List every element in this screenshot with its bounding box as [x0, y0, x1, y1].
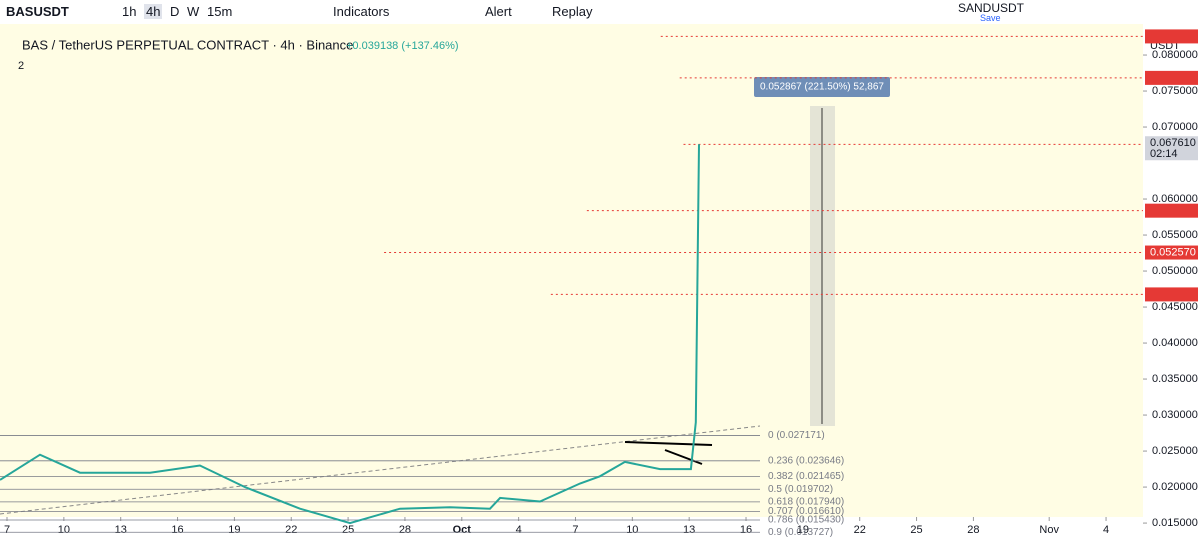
x-tick-label: Oct — [453, 524, 472, 536]
fib-label: 0.5 (0.019702) — [768, 484, 833, 495]
x-tick-label: 19 — [797, 524, 809, 536]
level-label: 0.052570 — [1150, 246, 1196, 258]
x-tick-label: 16 — [740, 524, 752, 536]
interval[interactable]: 4h — [144, 4, 163, 19]
interval[interactable]: 15m — [207, 4, 233, 19]
y-tick-label: 0.080000 — [1152, 49, 1198, 61]
price-axis — [1143, 24, 1200, 541]
y-tick-label: 0.040000 — [1152, 337, 1198, 349]
plot-bg — [0, 24, 1143, 517]
interval[interactable]: W — [187, 4, 200, 19]
fib-label: 0 (0.027171) — [768, 430, 825, 441]
y-tick-label: 0.055000 — [1152, 229, 1198, 241]
x-tick-label: 19 — [228, 524, 240, 536]
alert[interactable]: Alert — [485, 4, 512, 19]
badge[interactable]: 2 — [18, 60, 24, 72]
fib-label: 0.707 (0.016610) — [768, 506, 844, 517]
x-tick-label: 13 — [683, 524, 695, 536]
measure-box — [754, 77, 890, 97]
x-tick-label: 28 — [399, 524, 411, 536]
trend-line — [0, 425, 761, 515]
level-tag — [1145, 203, 1198, 218]
y-tick-label: 0.045000 — [1152, 301, 1198, 313]
x-tick-label: 13 — [115, 524, 127, 536]
x-tick-label: 25 — [910, 524, 922, 536]
chart-title: BAS / TetherUS PERPETUAL CONTRACT · 4h ·… — [22, 37, 353, 52]
level-tag — [1145, 287, 1198, 302]
x-tick-label: 28 — [967, 524, 979, 536]
level-tag — [1145, 70, 1198, 85]
change: +0.039138 (+137.46%) — [346, 40, 459, 52]
level-tag — [1145, 245, 1198, 260]
current-price: 0.067610 — [1150, 137, 1196, 149]
toolbar: BASUSDT 1h 4h D W 15m Indicators Alert R… — [0, 0, 1200, 25]
symbol[interactable]: BASUSDT — [6, 4, 69, 19]
x-tick-label: 22 — [285, 524, 297, 536]
time-axis — [0, 517, 1143, 541]
current-timer: 02:14 — [1150, 148, 1178, 160]
x-tick-label: 10 — [626, 524, 638, 536]
level-tag — [1145, 29, 1198, 44]
fib-label: 0.618 (0.017940) — [768, 497, 844, 508]
interval[interactable]: 1h — [122, 4, 137, 19]
x-tick-label: Nov — [1039, 524, 1059, 536]
replay[interactable]: Replay — [552, 4, 593, 19]
x-tick-label: 25 — [342, 524, 354, 536]
x-tick-label: 4 — [1103, 524, 1109, 536]
y-tick-label: 0.035000 — [1152, 373, 1198, 385]
y-tick-label: 0.020000 — [1152, 481, 1198, 493]
y-tick-label: 0.030000 — [1152, 409, 1198, 421]
measure-label: 0.052867 (221.50%) 52,867 — [760, 82, 884, 93]
x-tick-label: 4 — [516, 524, 522, 536]
y-tick-label: 0.015000 — [1152, 517, 1198, 529]
x-tick-label: 10 — [58, 524, 70, 536]
y-tick-label: 0.025000 — [1152, 445, 1198, 457]
fib-label: 0.9 (0.013727) — [768, 527, 833, 538]
x-tick-label: 7 — [572, 524, 578, 536]
fib-label: 0.786 (0.015430) — [768, 515, 844, 526]
x-tick-label: 16 — [171, 524, 183, 536]
fib-label: 0.382 (0.021465) — [768, 471, 844, 482]
chart: BAS / TetherUS PERPETUAL CONTRACT · 4h ·… — [0, 24, 1200, 541]
y-tick-label: 0.060000 — [1152, 193, 1198, 205]
x-tick-label: 7 — [4, 524, 10, 536]
y-tick-label: 0.050000 — [1152, 265, 1198, 277]
drawing — [624, 441, 713, 446]
layout-symbol[interactable]: SANDUSDT — [958, 1, 1025, 15]
fib-label: 0.236 (0.023646) — [768, 455, 844, 466]
x-tick-label: 22 — [854, 524, 866, 536]
save[interactable]: Save — [980, 13, 1001, 23]
drawing — [664, 449, 703, 465]
interval[interactable]: D — [170, 4, 180, 19]
y-tick-label: 0.070000 — [1152, 121, 1198, 133]
indicators[interactable]: Indicators — [333, 4, 390, 19]
current-tag — [1145, 136, 1198, 161]
price-line — [0, 144, 700, 525]
y-tick-label: 0.075000 — [1152, 85, 1198, 97]
